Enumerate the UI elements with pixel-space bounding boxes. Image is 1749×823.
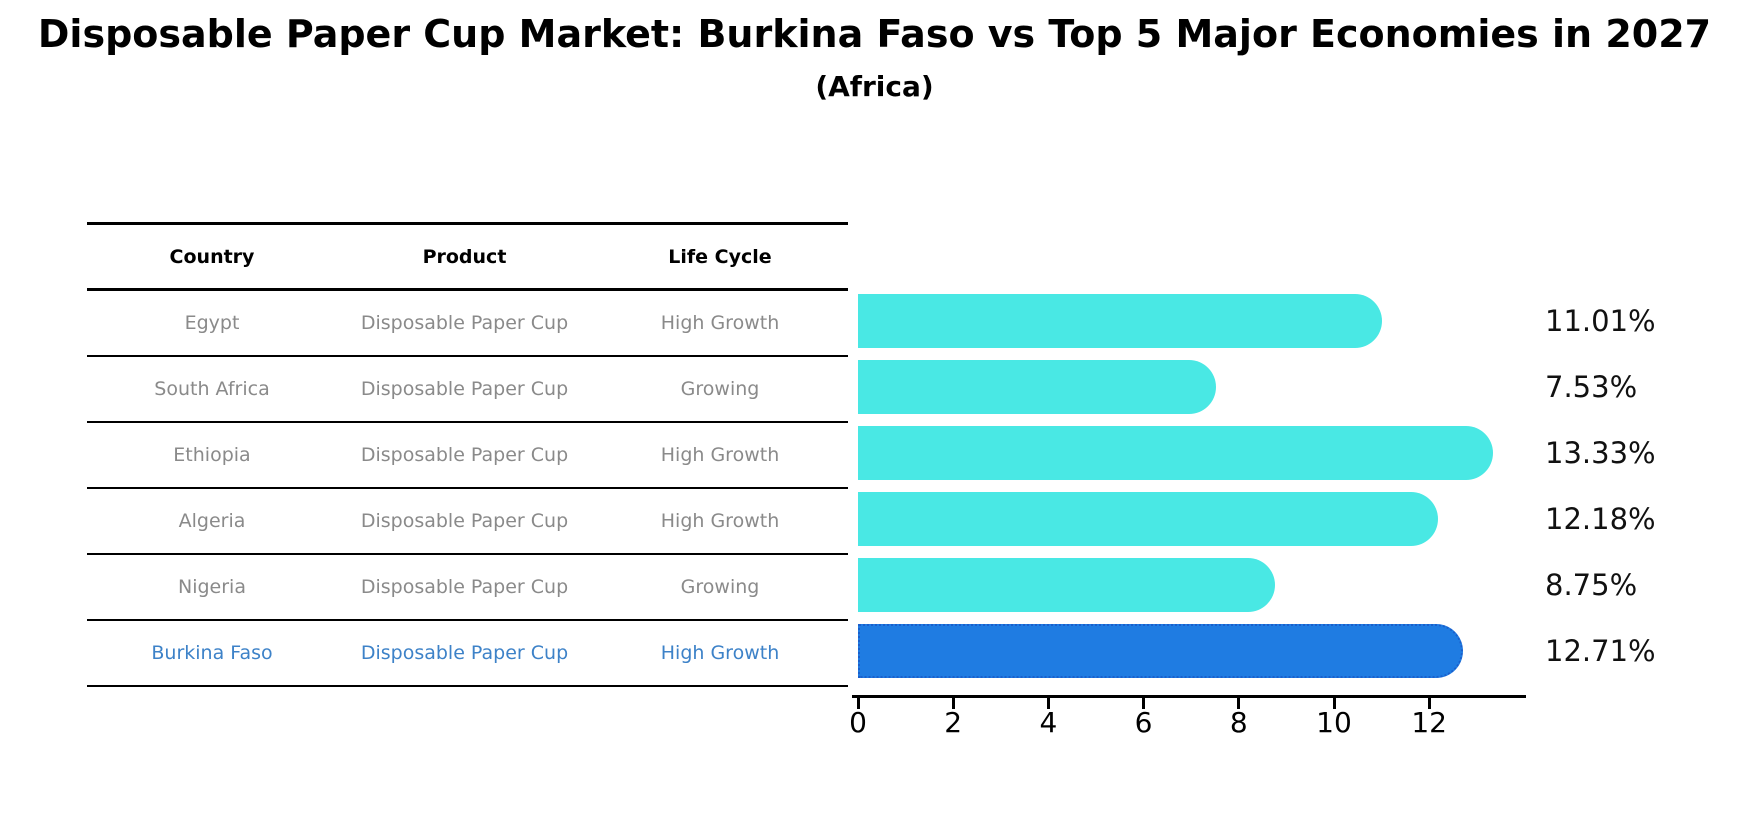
x-tick-mark-0: [856, 695, 860, 709]
cell-country: Egypt: [184, 312, 240, 334]
x-tick-label-0: 0: [849, 706, 867, 739]
table-row: South Africa Disposable Paper Cup Growin…: [87, 357, 848, 423]
cell-country: South Africa: [154, 378, 270, 400]
table-row: Ethiopia Disposable Paper Cup High Growt…: [87, 423, 848, 489]
bar-ethiopia: [858, 426, 1493, 480]
x-tick-label-2: 2: [944, 706, 963, 739]
cell-life-cycle: High Growth: [660, 444, 780, 466]
table-row: Egypt Disposable Paper Cup High Growth: [87, 291, 848, 357]
cell-life-cycle: Growing: [680, 576, 760, 598]
x-tick-label-12: 12: [1411, 706, 1448, 739]
cell-product: Disposable Paper Cup: [360, 312, 569, 334]
cell-country: Algeria: [178, 510, 246, 532]
value-label-ethiopia: 13.33%: [1545, 436, 1656, 470]
x-tick-label-4: 4: [1039, 706, 1058, 739]
x-tick-label-10: 10: [1316, 706, 1352, 739]
cell-product: Disposable Paper Cup: [360, 642, 569, 664]
bar-nigeria: [858, 558, 1275, 612]
cell-country: Burkina Faso: [151, 642, 273, 664]
table-header-row: Country Product Life Cycle: [87, 225, 848, 291]
bar-burkina-faso: [858, 624, 1463, 678]
cell-product: Disposable Paper Cup: [360, 576, 569, 598]
x-tick-mark-2: [951, 695, 955, 709]
value-label-egypt: 11.01%: [1545, 304, 1656, 338]
cell-life-cycle: Growing: [680, 378, 760, 400]
table-row: Algeria Disposable Paper Cup High Growth: [87, 489, 848, 555]
value-label-burkina-faso: 12.71%: [1545, 634, 1656, 668]
value-label-south-africa: 7.53%: [1545, 370, 1638, 404]
bar-egypt: [858, 294, 1383, 348]
table-row-highlighted: Burkina Faso Disposable Paper Cup High G…: [87, 621, 848, 687]
country-table: Country Product Life Cycle Egypt Disposa…: [87, 222, 848, 687]
chart-subtitle: (Africa): [815, 70, 934, 103]
x-tick-mark-10: [1332, 695, 1336, 709]
x-tick-mark-12: [1427, 695, 1431, 709]
column-header-product: Product: [422, 245, 507, 268]
chart-title: Disposable Paper Cup Market: Burkina Fas…: [37, 12, 1712, 56]
cell-life-cycle: High Growth: [660, 510, 780, 532]
column-header-country: Country: [169, 245, 255, 268]
value-label-algeria: 12.18%: [1545, 502, 1656, 536]
cell-life-cycle: High Growth: [660, 312, 780, 334]
x-tick-mark-4: [1046, 695, 1050, 709]
column-header-life-cycle: Life Cycle: [668, 245, 772, 268]
x-tick-mark-6: [1142, 695, 1146, 709]
cell-product: Disposable Paper Cup: [360, 378, 569, 400]
bar-algeria: [858, 492, 1438, 546]
x-tick-label-8: 8: [1229, 706, 1248, 739]
table-row: Nigeria Disposable Paper Cup Growing: [87, 555, 848, 621]
x-tick-label-6: 6: [1134, 706, 1153, 739]
cell-product: Disposable Paper Cup: [360, 444, 569, 466]
cell-country: Ethiopia: [173, 444, 251, 466]
x-tick-mark-8: [1237, 695, 1241, 709]
x-axis-line: [852, 695, 1526, 698]
cell-product: Disposable Paper Cup: [360, 510, 569, 532]
cell-life-cycle: High Growth: [660, 642, 780, 664]
cell-country: Nigeria: [178, 576, 246, 598]
value-label-nigeria: 8.75%: [1545, 568, 1638, 602]
bar-south-africa: [858, 360, 1217, 414]
